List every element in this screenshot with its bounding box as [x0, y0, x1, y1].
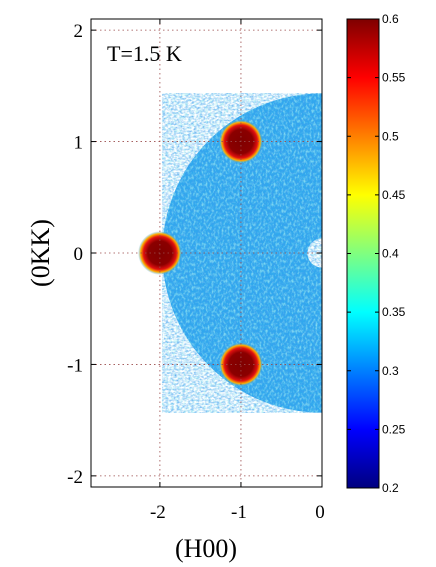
- colorbar-tick-label: 0.55: [382, 71, 406, 85]
- x-tick-label: 0: [315, 502, 325, 523]
- x-ticks: -2 -1 0: [150, 19, 325, 523]
- y-tick-label: 2: [74, 21, 84, 42]
- colorbar-tick-label: 0.6: [382, 12, 399, 26]
- colorbar-scale: [346, 18, 380, 489]
- colorbar-tick-label: 0.45: [382, 188, 406, 202]
- y-ticks: 2 1 0 -1 -2: [67, 21, 322, 488]
- x-axis-label: (H00): [175, 534, 237, 563]
- colorbar-tick-label: 0.4: [382, 247, 399, 261]
- colorbar-tick-label: 0.35: [382, 305, 406, 319]
- y-tick-label: -1: [67, 355, 83, 376]
- colorbar-tick-label: 0.2: [382, 481, 399, 495]
- y-tick-label: -2: [67, 467, 83, 488]
- colorbar-tick-label: 0.3: [382, 364, 399, 378]
- colorbar: 0.6 0.55 0.5 0.45 0.4 0.35 0.3 0.25 0.2: [346, 12, 406, 495]
- colorbar-tick-label: 0.5: [382, 129, 399, 143]
- x-tick-label: -1: [231, 502, 247, 523]
- y-axis-label: (0KK): [26, 219, 55, 287]
- temperature-annotation: T=1.5 K: [107, 41, 182, 66]
- grid-layer: [91, 19, 322, 487]
- y-tick-label: 1: [74, 133, 84, 154]
- noise-texture: [162, 93, 322, 413]
- colorbar-tick-label: 0.25: [382, 422, 406, 436]
- x-tick-label: -2: [150, 502, 166, 523]
- colorbar-ticks: 0.6 0.55 0.5 0.45 0.4 0.35 0.3 0.25 0.2: [347, 12, 406, 495]
- y-tick-label: 0: [74, 244, 84, 265]
